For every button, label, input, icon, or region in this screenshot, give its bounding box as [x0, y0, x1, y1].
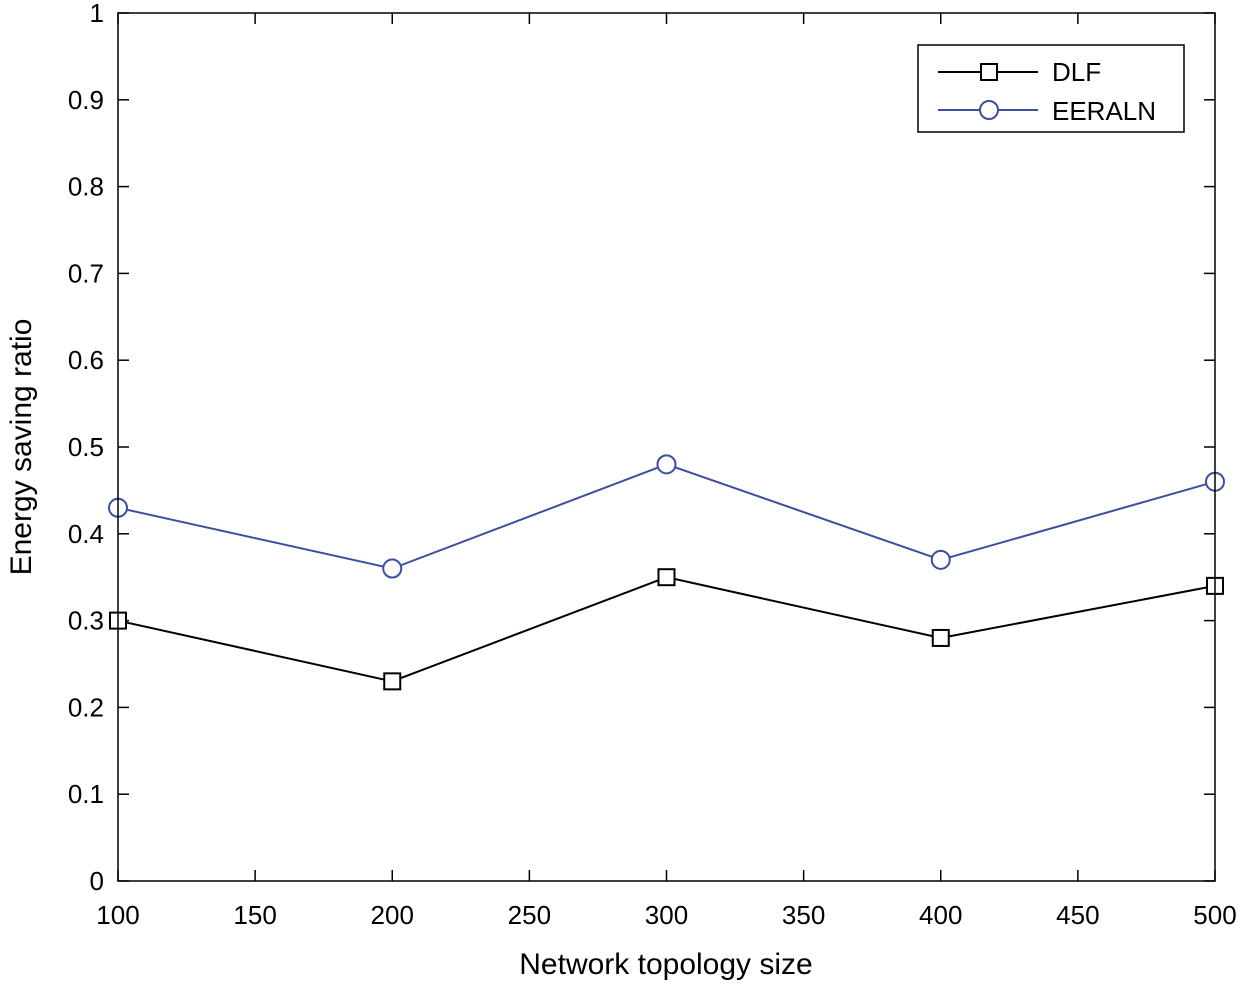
y-tick-label: 0.4	[68, 519, 104, 549]
legend-marker-dlf	[980, 63, 998, 81]
x-tick-label: 350	[782, 900, 825, 930]
plot-frame	[117, 12, 1216, 882]
x-tick-label: 300	[645, 900, 688, 930]
y-tick-label: 0.9	[68, 85, 104, 115]
legend-label-dlf: DLF	[1052, 57, 1101, 87]
y-tick-label: 0.1	[68, 779, 104, 809]
data-point-dlf	[931, 628, 950, 647]
data-point-eeraln	[930, 549, 951, 570]
x-axis-title: Network topology size	[519, 948, 812, 981]
data-point-eeraln	[656, 454, 677, 475]
x-tick-label: 500	[1193, 900, 1236, 930]
y-tick-label: 0.2	[68, 692, 104, 722]
x-tick-label: 200	[371, 900, 414, 930]
x-tick-label: 450	[1056, 900, 1099, 930]
legend-box	[917, 44, 1185, 133]
data-series	[108, 454, 1225, 691]
data-point-dlf	[657, 568, 676, 587]
y-tick-label: 1	[90, 0, 104, 28]
x-tick-label: 150	[233, 900, 276, 930]
y-tick-label: 0.6	[68, 345, 104, 375]
data-point-dlf	[383, 672, 402, 691]
y-tick-label: 0.8	[68, 172, 104, 202]
y-tick-label: 0.7	[68, 258, 104, 288]
x-tick-label: 250	[508, 900, 551, 930]
data-point-eeraln	[382, 558, 403, 579]
legend-marker-eeraln	[979, 100, 999, 120]
y-tick-label: 0	[90, 866, 104, 896]
x-tick-label: 400	[919, 900, 962, 930]
legend: DLF EERALN	[917, 44, 1185, 133]
y-tick-label: 0.3	[68, 606, 104, 636]
y-axis-title: Energy saving ratio	[5, 319, 38, 576]
x-tick-label: 100	[96, 900, 139, 930]
y-tick-label: 0.5	[68, 432, 104, 462]
tick-labels: 100 150 200 250 300 350 400 450 500 0 0.1 0.2 0.3 0.4…	[68, 0, 1237, 930]
legend-label-eeraln: EERALN	[1052, 96, 1156, 126]
plot-area	[118, 13, 1215, 881]
